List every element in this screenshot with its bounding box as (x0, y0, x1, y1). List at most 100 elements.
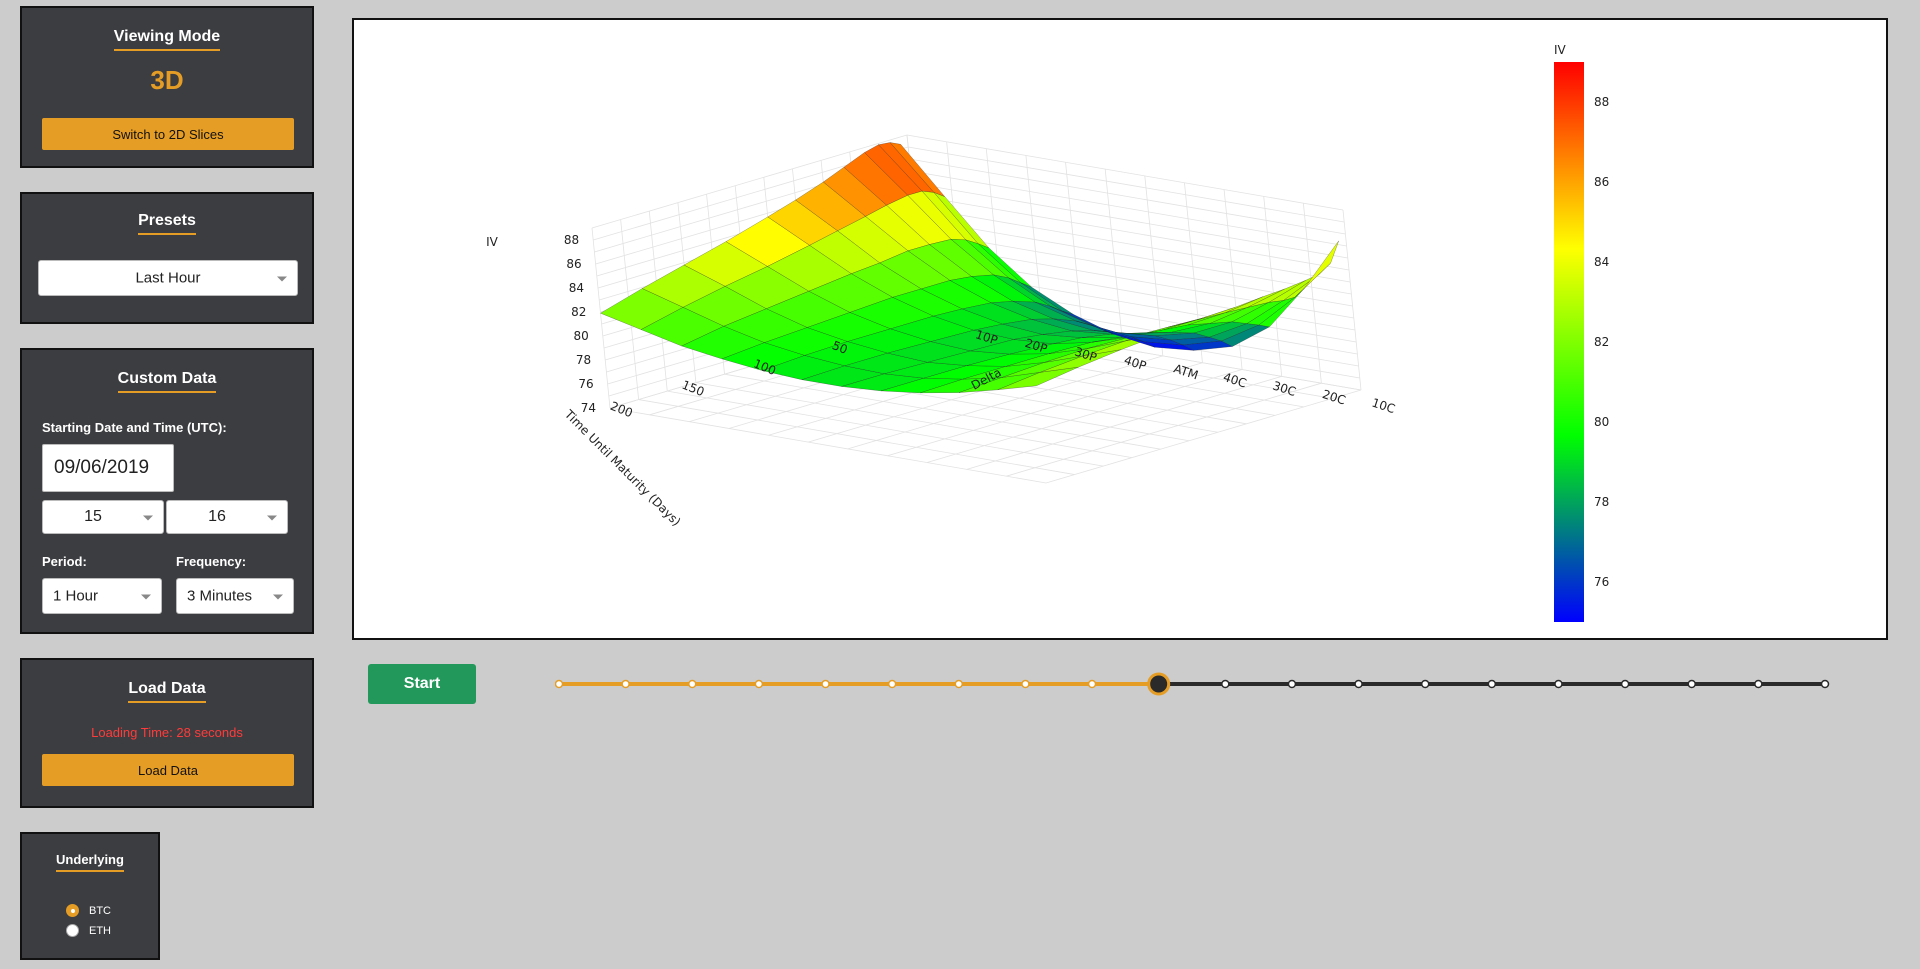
slider-step-dot[interactable] (688, 679, 697, 689)
hour-dropdown[interactable]: 15 (42, 500, 164, 534)
grid-line (906, 134, 1344, 211)
slider-step-dot[interactable] (555, 679, 564, 689)
delta-tick-label: 20C (1321, 387, 1348, 408)
underlying-panel: Underlying BTC ETH (20, 832, 160, 960)
chevron-down-icon (143, 515, 153, 521)
chevron-down-icon (273, 594, 283, 600)
radio-selected-icon[interactable] (66, 904, 79, 917)
grid-line (591, 134, 908, 229)
frequency-value: 3 Minutes (187, 587, 253, 605)
slider-step-dot[interactable] (1287, 679, 1297, 689)
radio-btc[interactable]: BTC (66, 904, 111, 917)
z-axis-title: IV (486, 235, 499, 249)
grid-line (1263, 196, 1283, 377)
slider-step-dot[interactable] (1221, 679, 1230, 689)
slider-step-dot[interactable] (1820, 679, 1830, 689)
days-tick-label: 50 (830, 338, 849, 357)
surface-cell[interactable] (1294, 240, 1339, 298)
colorbar-bar (1554, 62, 1584, 622)
start-date-value: 09/06/2019 (54, 457, 150, 478)
radio-eth-label: ETH (89, 924, 111, 937)
z-tick-label: 84 (569, 281, 584, 295)
slider-handle[interactable] (1147, 672, 1171, 696)
radio-eth[interactable]: ETH (66, 924, 111, 937)
slider-step-dot[interactable] (1354, 679, 1363, 689)
load-data-button[interactable]: Load Data (42, 754, 294, 786)
slider-step-dot[interactable] (754, 679, 764, 689)
chart-container[interactable]: 74 76 78 80 82 84 86 88 IV 10P 20P 30P 40P ATM 40C 30C 2… (352, 18, 1888, 640)
radio-unselected-icon[interactable] (66, 924, 79, 937)
delta-tick-label: 10C (1370, 396, 1397, 417)
delta-tick-label: 40P (1122, 353, 1148, 373)
grid-line (1006, 382, 1322, 477)
custom-data-panel: Custom Data Starting Date and Time (UTC)… (20, 348, 314, 634)
grid-line (1342, 209, 1362, 391)
switch-to-2d-button[interactable]: Switch to 2D Slices (42, 118, 294, 150)
z-tick-label: 78 (576, 353, 591, 367)
grid-line (912, 194, 1350, 271)
grid-line (724, 373, 1161, 450)
grid-line (926, 369, 1243, 463)
presets-panel: Presets Last Hour (20, 192, 314, 324)
grid-line (1104, 169, 1124, 350)
minute-dropdown[interactable]: 16 (166, 500, 288, 534)
grid-line (1045, 389, 1362, 484)
delta-tick-label: 40C (1221, 370, 1248, 391)
slider-step-dot[interactable] (821, 679, 830, 689)
grid-line (1302, 203, 1322, 384)
slider-step-dot[interactable] (954, 679, 964, 689)
presets-dropdown[interactable]: Last Hour (38, 260, 298, 296)
presets-title: Presets (138, 212, 196, 235)
slider-step-dot[interactable] (1487, 679, 1497, 689)
grid-line (911, 182, 1348, 259)
grid-line (609, 407, 1047, 484)
colorbar-tick-label: 78 (1594, 495, 1609, 509)
minute-value: 16 (208, 508, 226, 525)
slider-step-dot[interactable] (1754, 679, 1763, 689)
slider-step-dot[interactable] (1087, 679, 1097, 689)
viewing-mode-panel: Viewing Mode 3D Switch to 2D Slices (20, 6, 314, 168)
colorbar-title: IV (1554, 43, 1567, 57)
grid-line (915, 218, 1352, 295)
grid-line (638, 399, 1075, 475)
start-button[interactable]: Start (368, 664, 476, 704)
z-tick-label: 82 (571, 305, 586, 319)
loading-time-status: Loading Time: 28 seconds (91, 725, 243, 740)
grid-line (695, 382, 1132, 459)
colorbar-tick-label: 88 (1594, 95, 1609, 109)
slider-step-dot[interactable] (1021, 679, 1030, 689)
delta-tick-label: 30P (1073, 344, 1099, 364)
slider-step-dot[interactable] (1687, 679, 1696, 689)
slider-step-dot[interactable] (1420, 679, 1430, 689)
grid-line (910, 170, 1347, 247)
slider-step-dot[interactable] (621, 679, 630, 689)
grid-line (914, 206, 1351, 283)
grid-line (591, 227, 611, 409)
surface-mesh[interactable] (600, 142, 1339, 394)
delta-tick-label: 20P (1023, 336, 1049, 356)
colorbar-tick-label: 76 (1594, 575, 1609, 589)
time-slider[interactable] (555, 670, 1830, 698)
viewing-mode-value: 3D (150, 65, 184, 95)
underlying-title: Underlying (56, 852, 124, 872)
colorbar: IV 76 78 80 82 84 86 88 (1554, 43, 1609, 622)
radio-btc-label: BTC (89, 904, 111, 917)
days-axis-title: Time Until Maturity (Days) (561, 407, 683, 529)
slider-step-dot[interactable] (1620, 679, 1630, 689)
colorbar-tick-label: 82 (1594, 335, 1609, 349)
slider-step-dot[interactable] (887, 679, 897, 689)
grid-line (887, 362, 1203, 457)
frequency-label: Frequency: (176, 554, 247, 569)
chevron-down-icon (267, 515, 277, 521)
load-data-title: Load Data (128, 680, 206, 703)
grid-line (847, 355, 1163, 450)
period-dropdown[interactable]: 1 Hour (42, 578, 162, 614)
colorbar-tick-label: 86 (1594, 175, 1609, 189)
start-date-input[interactable]: 09/06/2019 (42, 444, 174, 492)
frequency-dropdown[interactable]: 3 Minutes (176, 578, 294, 614)
chevron-down-icon (277, 276, 287, 282)
slider-step-dot[interactable] (1554, 679, 1563, 689)
delta-tick-label: 30C (1271, 378, 1298, 399)
z-tick-label: 74 (581, 401, 596, 415)
